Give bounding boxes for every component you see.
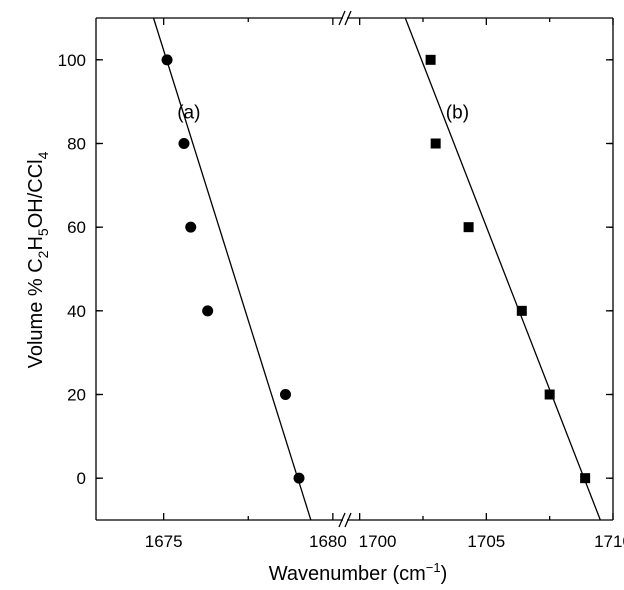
series-label-2: (b) bbox=[446, 102, 469, 123]
y-tick-label: 0 bbox=[77, 469, 86, 488]
fit-lines bbox=[152, 17, 601, 521]
fit-line-series-1 bbox=[152, 17, 312, 521]
data-point-square bbox=[425, 54, 436, 65]
y-tick-label: 60 bbox=[67, 218, 86, 237]
fit-line-series-2 bbox=[404, 17, 601, 521]
data-point-circle bbox=[185, 221, 197, 233]
x-axis-title: Wavenumber (cm−1) bbox=[269, 560, 448, 585]
data-point-circle bbox=[293, 472, 305, 484]
data-point-circle bbox=[202, 305, 214, 317]
data-point-square bbox=[430, 138, 441, 149]
y-tick-label: 100 bbox=[58, 51, 86, 70]
data-points bbox=[161, 54, 591, 484]
data-point-square bbox=[580, 473, 591, 484]
series-label-1: (a) bbox=[177, 102, 200, 123]
x-tick-label: 1700 bbox=[359, 532, 397, 551]
data-point-square bbox=[463, 222, 474, 233]
axis-break-mark bbox=[344, 512, 352, 528]
data-point-square bbox=[516, 305, 527, 316]
x-tick-label: 1675 bbox=[145, 532, 183, 551]
tick-labels: 0 20 40 60 80 100 1675 1680 1700 1705 1710 bbox=[58, 51, 624, 551]
data-point-square bbox=[544, 389, 555, 400]
x-tick-label: 1705 bbox=[467, 532, 505, 551]
series-labels: (a) (b) bbox=[177, 102, 469, 123]
y-axis-title: Volume % C2H5OH/CCl4 bbox=[25, 151, 51, 368]
y-tick-label: 80 bbox=[67, 135, 86, 154]
data-point-circle bbox=[279, 389, 291, 400]
axis-break-mark bbox=[338, 512, 346, 528]
y-tick-label: 20 bbox=[67, 386, 86, 405]
data-point-circle bbox=[161, 54, 173, 66]
axis-ticks bbox=[96, 18, 614, 520]
y-tick-label: 40 bbox=[67, 302, 86, 321]
x-tick-label: 1710 bbox=[594, 532, 624, 551]
plot-frame bbox=[95, 10, 614, 528]
data-point-circle bbox=[178, 138, 190, 149]
x-tick-label: 1680 bbox=[309, 532, 347, 551]
axis-break-mark bbox=[338, 10, 346, 26]
axis-break-mark bbox=[344, 10, 352, 26]
